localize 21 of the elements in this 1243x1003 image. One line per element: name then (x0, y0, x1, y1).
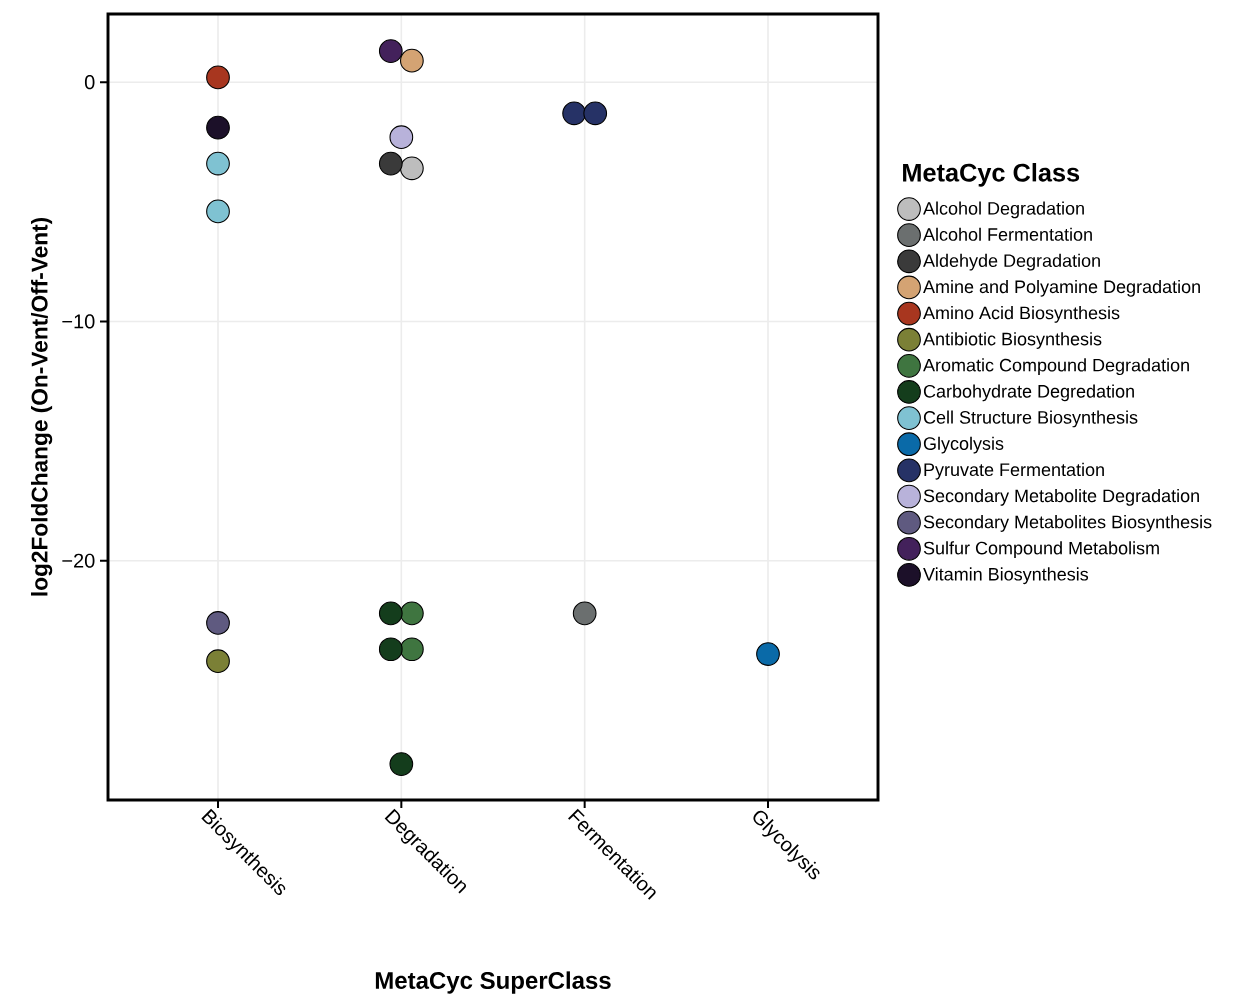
legend-label: Alcohol Degradation (923, 201, 1084, 219)
y-tick-label: 0 (84, 75, 95, 90)
legend-label: Aldehyde Degradation (923, 253, 1100, 271)
legend-label: Aromatic Compound Degradation (923, 358, 1189, 376)
y-tick-label: −10 (62, 314, 95, 329)
legend-label: Vitamin Biosynthesis (923, 567, 1089, 585)
legend-label: Amine and Polyamine Degradation (923, 279, 1200, 297)
legend-label: Alcohol Fermentation (923, 227, 1092, 241)
legend-label: Glycolysis (923, 436, 1004, 454)
legend-title: MetaCyc Class (903, 163, 1080, 187)
y-axis-title: log2FoldChange (On-Vent/Off-Vent) (30, 217, 53, 596)
y-tick-label: −20 (62, 553, 95, 568)
legend-label: Amino Acid Biosynthesis (923, 306, 1120, 323)
legend-label: Cell Structure Biosynthesis (923, 410, 1138, 428)
legend-label: Secondary Metabolites Biosynthesis (923, 515, 1212, 532)
legend-label: Pyruvate Fermentation (924, 462, 1104, 480)
legend-label: Carbohydrate Degredation (923, 384, 1134, 402)
x-axis-title: MetaCyc SuperClass (375, 971, 611, 994)
legend-label: Sulfur Compound Metabolism (923, 541, 1159, 559)
legend-label: Secondary Metabolite Degradation (923, 488, 1199, 506)
legend-label: Antibiotic Biosynthesis (923, 332, 1102, 349)
